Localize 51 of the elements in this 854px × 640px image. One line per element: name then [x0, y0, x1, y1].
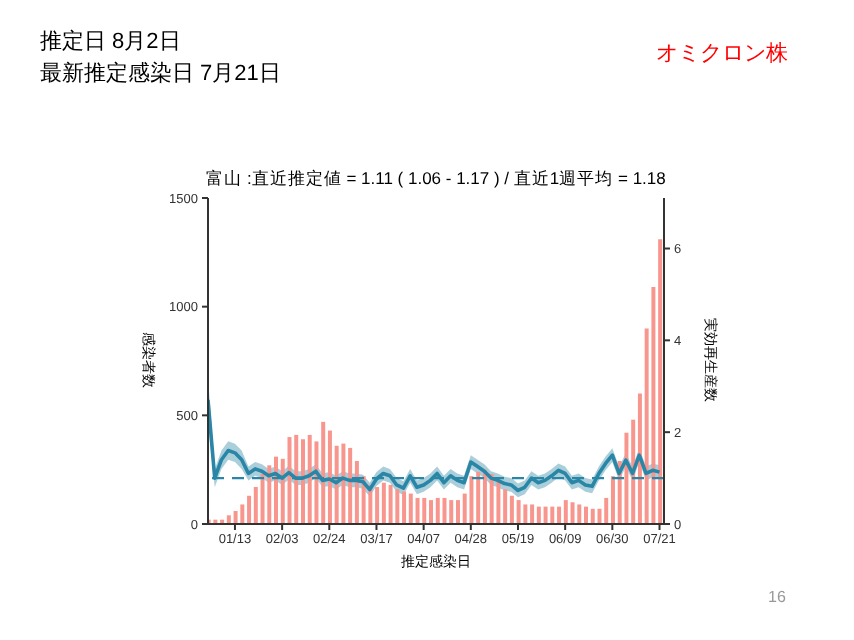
bar — [348, 447, 353, 524]
chart-title: 富山 :直近推定値 = 1.11 ( 1.06 - 1.17 ) / 直近1週平均 = 1.18 — [204, 168, 668, 192]
bar — [550, 506, 555, 524]
bar — [381, 482, 386, 524]
bar — [300, 439, 305, 524]
bar — [503, 489, 508, 524]
text: 16 — [768, 588, 786, 606]
bar — [429, 500, 434, 524]
text: オミクロン株 — [656, 40, 788, 68]
bar — [267, 465, 272, 524]
bar — [375, 487, 380, 524]
bar — [247, 495, 252, 524]
bar — [590, 508, 595, 524]
line-series — [208, 398, 662, 493]
bar — [388, 484, 393, 524]
bar — [516, 500, 521, 524]
bar — [422, 497, 427, 524]
bar — [489, 474, 494, 524]
bar — [658, 239, 663, 524]
bar — [415, 497, 420, 524]
bar — [321, 421, 326, 524]
text: 最新推定感染日 7月21日 — [40, 59, 281, 88]
bar — [563, 500, 568, 524]
bar — [294, 434, 299, 524]
bar — [402, 491, 407, 524]
bar — [395, 489, 400, 524]
bar — [287, 437, 292, 524]
bar — [226, 515, 231, 524]
bar — [240, 504, 245, 524]
bar — [307, 434, 312, 524]
bar — [570, 502, 575, 524]
bar — [233, 510, 238, 524]
bar — [408, 493, 413, 524]
bar — [341, 443, 346, 524]
bar — [496, 480, 501, 524]
bar — [455, 500, 460, 524]
bar — [530, 504, 535, 524]
bar — [523, 504, 528, 524]
text: 推定日 8月2日 — [40, 27, 181, 56]
bar — [557, 506, 562, 524]
bar — [449, 500, 454, 524]
bar — [543, 506, 548, 524]
bar — [509, 495, 514, 524]
bar — [577, 504, 582, 524]
bar — [435, 497, 440, 524]
bar — [536, 506, 541, 524]
bar — [469, 476, 474, 524]
bar — [442, 497, 447, 524]
bar — [327, 430, 332, 524]
bar — [476, 471, 481, 524]
bar — [584, 506, 589, 524]
